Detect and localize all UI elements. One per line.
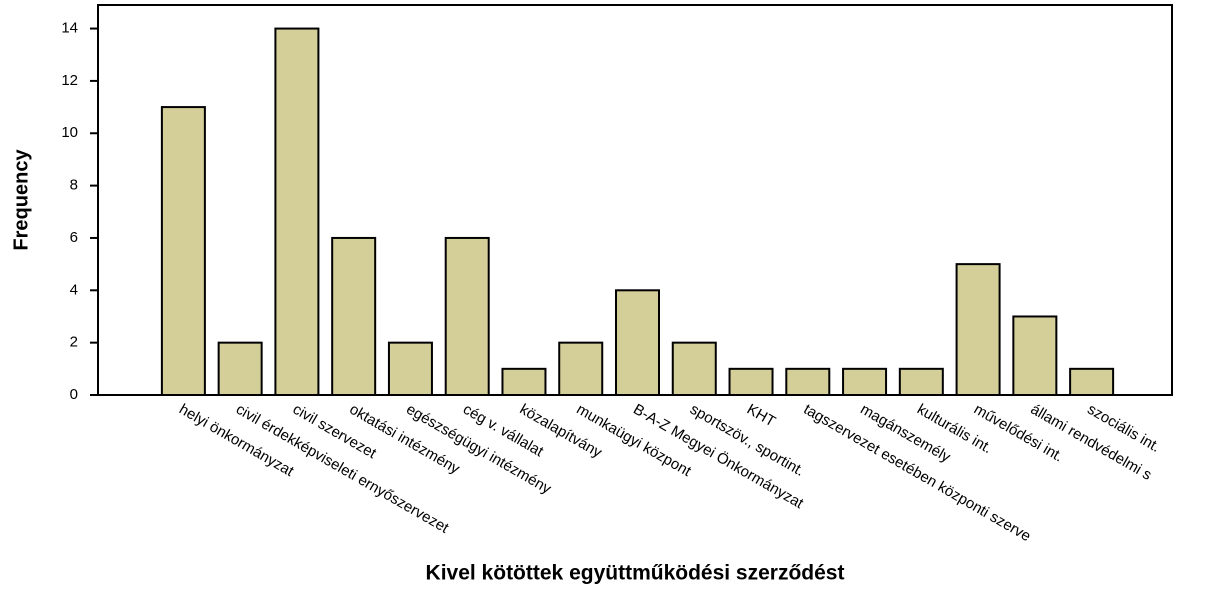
- bar: [444, 236, 490, 396]
- bar: [558, 341, 604, 396]
- bar: [160, 106, 206, 396]
- bar: [785, 367, 831, 396]
- y-tick-label: 0: [70, 386, 78, 403]
- x-axis-label: Kivel kötöttek együttműködési szerződést: [426, 562, 845, 585]
- bar: [615, 289, 660, 396]
- bar: [671, 341, 717, 396]
- bar: [1069, 367, 1115, 396]
- bar: [898, 367, 944, 396]
- y-tick-label: 2: [70, 334, 78, 351]
- y-axis-label: Frequency: [10, 149, 32, 251]
- x-tick-label: KHT: [744, 401, 778, 431]
- bar: [955, 263, 1001, 396]
- y-tick-label: 14: [61, 20, 78, 37]
- bar: [842, 367, 888, 396]
- bar: [274, 27, 320, 397]
- bar: [331, 236, 377, 396]
- bar: [217, 341, 263, 396]
- y-tick-label: 6: [70, 229, 78, 246]
- bar: [387, 341, 433, 396]
- y-tick-label: 10: [61, 124, 78, 141]
- y-tick-label: 8: [70, 177, 78, 194]
- bar: [1012, 315, 1058, 396]
- y-tick-label: 4: [70, 281, 78, 298]
- bar: [728, 367, 774, 396]
- bar: [501, 367, 547, 396]
- y-tick-label: 12: [61, 72, 78, 89]
